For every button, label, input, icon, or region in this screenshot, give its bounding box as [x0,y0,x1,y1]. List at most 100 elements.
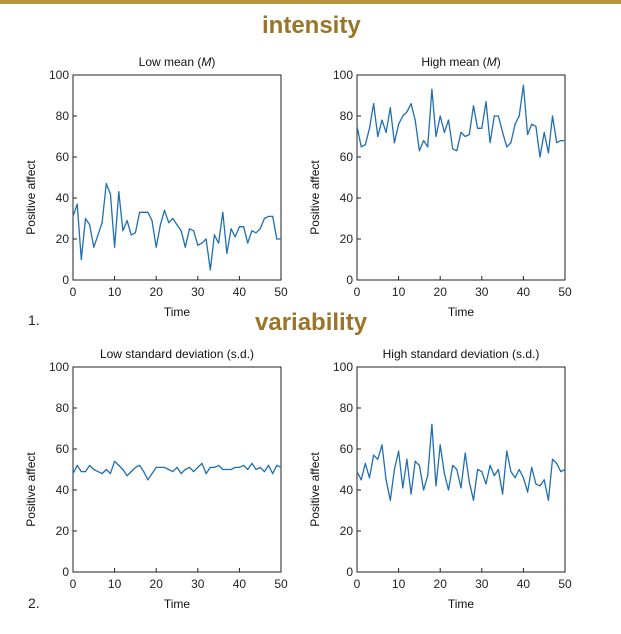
data-point [126,220,128,222]
data-point [423,140,425,142]
data-point [414,119,416,121]
data-point [456,468,458,471]
data-point [159,224,161,226]
chart-panel-2: High mean (M) 0 20 40 60 80 100 0 10 20 30 40 50 Time… [308,55,572,319]
data-point [72,473,74,475]
data-point [431,88,433,90]
data-point [213,234,215,236]
data-point [143,211,145,213]
data-point [184,468,186,471]
data-point [560,471,562,473]
data-point [118,464,120,466]
y-axis-label: Positive affect [24,452,38,527]
data-point [493,475,495,477]
x-tick-label: 20 [434,577,448,591]
data-point [427,475,429,477]
data-point [197,466,199,468]
data-point [163,466,166,468]
x-tick-label: 0 [354,285,361,299]
data-point [497,115,499,117]
x-tick-label: 30 [475,577,489,591]
data-point [527,491,529,493]
data-point [364,144,366,146]
data-point [76,464,78,466]
x-tick-label: 30 [475,285,489,299]
x-tick-label: 20 [150,285,164,299]
data-point [435,485,437,487]
plot-frame [356,366,566,573]
x-tick-label: 20 [150,577,164,591]
data-point [389,107,391,109]
x-tick-label: 40 [233,285,247,299]
data-point [443,131,445,133]
data-point [410,103,412,105]
data-point [373,454,375,456]
data-point [489,464,491,466]
data-point [255,232,257,234]
data-point [251,462,253,464]
data-point [76,203,78,205]
data-point [251,230,253,232]
data-point [481,471,483,473]
data-point [485,483,487,485]
data-point [381,444,383,446]
data-point [556,462,558,464]
data-point [155,466,157,468]
data-point [364,462,366,464]
data-point [406,111,408,113]
data-point [89,464,91,466]
data-point [373,103,375,105]
y-tick-label: 60 [56,442,70,456]
data-point [159,466,161,468]
data-point [205,238,207,240]
plot-frame [72,366,282,573]
data-point [481,127,483,129]
y-tick-label: 60 [340,150,354,164]
data-point [439,115,441,117]
data-point [151,220,153,222]
chart-title: High standard deviation (s.d.) [383,347,540,361]
data-point [72,215,74,217]
data-point [222,211,224,213]
data-point [377,135,379,138]
data-point [201,242,203,244]
x-tick-label: 0 [354,577,361,591]
data-point [105,468,107,471]
data-point [531,123,533,125]
data-point [122,230,124,232]
data-point [272,473,274,475]
x-axis-label: Time [448,597,475,611]
data-point [134,466,136,468]
x-tick-label: 50 [274,577,288,591]
data-point [238,466,240,468]
series-line [356,423,566,501]
x-tick-label: 10 [392,577,406,591]
data-point [423,489,425,491]
data-point [518,115,520,117]
data-point [560,140,562,142]
data-point [389,499,391,501]
data-point [226,252,228,254]
data-point [443,473,445,475]
x-tick-label: 50 [558,577,572,591]
data-point [259,466,261,468]
data-point [84,471,87,473]
data-point [134,232,136,234]
y-tick-label: 80 [340,401,354,415]
data-point [280,466,282,468]
y-tick-label: 60 [340,442,354,456]
x-tick-label: 10 [392,285,406,299]
data-point [213,466,215,468]
data-point [259,228,261,230]
data-point [139,464,141,466]
data-point [226,468,228,471]
data-point [193,471,195,473]
data-point [472,105,475,107]
data-point [222,468,224,471]
data-point [97,471,99,473]
data-point [109,473,111,475]
data-point [360,479,362,481]
data-point [518,468,520,471]
data-point [447,489,450,491]
